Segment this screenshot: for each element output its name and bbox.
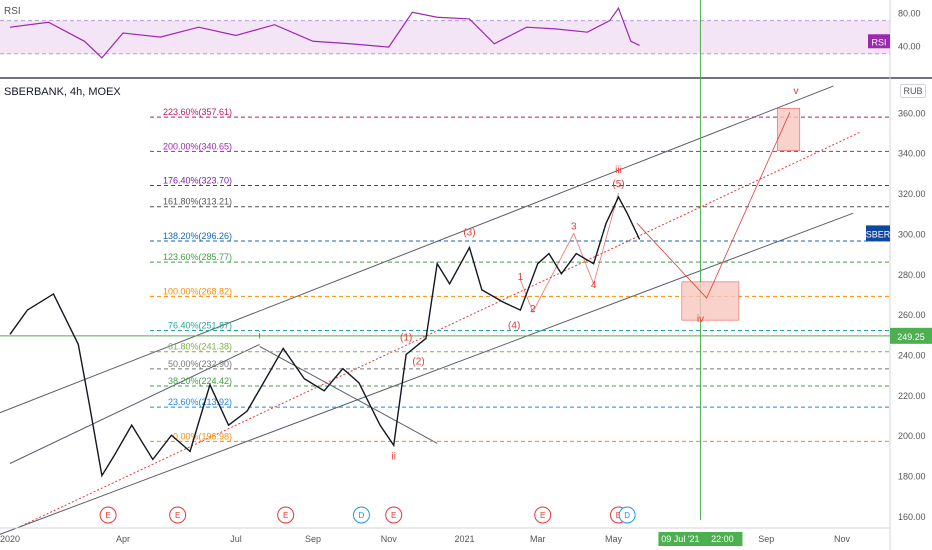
y-tick-label: 320.00 [898,189,926,199]
wave-label: (4) [508,320,520,331]
wave-label: i [258,330,260,341]
fib-level-label: 76.40%(251.87) [168,321,232,331]
event-label: E [616,511,621,520]
trend-line [9,343,260,464]
wave-label: v [794,86,799,97]
event-label: E [283,511,288,520]
wave-label: iv [697,314,704,325]
wave-label: 3 [571,221,577,232]
fib-level-label: 38.20%(224.42) [168,376,232,386]
wave-label: 1 [518,272,524,283]
rsi-tag-text: RSI [871,37,886,47]
currency-badge[interactable]: RUB [900,84,926,98]
event-label: D [624,511,630,520]
event-label: E [175,511,180,520]
x-tick-label: Nov [834,534,851,544]
x-tick-label: Apr [116,534,130,544]
dividend-marker[interactable] [352,506,370,524]
fib-level-label: 61.80%(241.38) [168,342,232,352]
wave-label: ii [391,451,395,462]
x-tick-label: Sep [758,534,774,544]
chart-title: SBERBANK, 4h, MOEX [4,86,121,98]
wave-path [520,192,619,314]
rsi-tick-40: 40.00 [898,41,921,51]
y-tick-label: 220.00 [898,391,926,401]
rsi-tick-80: 80.00 [898,8,921,18]
fib-level-label: 200.00%(340.65) [163,141,232,151]
rsi-line [9,6,640,59]
channel-line [0,212,854,535]
dividend-marker[interactable] [618,506,636,524]
y-tick-label: 280.00 [898,270,926,280]
earnings-marker[interactable] [277,506,295,524]
y-tick-label: 240.00 [898,350,926,360]
y-tick-label: 200.00 [898,431,926,441]
fib-level-label: 0.00%(196.98) [173,431,232,441]
x-tick-label: Sep [305,534,321,544]
wave-label: 2 [530,304,536,315]
x-tick-label: 2021 [454,534,474,544]
wave-label: 4 [591,280,597,291]
price-tag-text: 249.25 [897,332,925,342]
rsi-pane-label: RSI [4,6,21,17]
event-label: E [391,511,396,520]
rsi-band [0,20,890,54]
fib-level-label: 161.80%(313.21) [163,197,232,207]
rsi-tag [868,34,890,49]
x-tick-label: May [605,534,623,544]
event-label: D [359,511,365,520]
fib-level-label: 138.20%(296.26) [163,231,232,241]
wave-label: (3) [463,227,475,238]
wave-label: (2) [412,357,424,368]
fib-level-label: 223.60%(357.61) [163,107,232,117]
x-tick-label: 2020 [0,534,20,544]
y-tick-label: 180.00 [898,472,926,482]
earnings-marker[interactable] [99,506,117,524]
channel-line [0,85,834,414]
x-tick-label: Mar [530,534,546,544]
channel-line [20,132,860,527]
price-line [9,195,641,478]
x-tick-label: Nov [381,534,398,544]
trend-line [259,345,438,444]
wave-label: (1) [400,332,412,343]
y-tick-label: 160.00 [898,512,926,522]
symbol-tag [866,225,890,242]
price-tag [890,327,932,344]
event-label: E [540,511,545,520]
target-box-v [777,107,801,151]
fib-level-label: 23.60%(213.92) [168,397,232,407]
fib-level-label: 50.00%(232.90) [168,359,232,369]
y-tick-label: 300.00 [898,229,926,239]
projection-path [636,112,791,299]
date-tag-text: 09 Jul '21 [661,534,699,544]
date-tag [658,532,743,546]
y-tick-label: 360.00 [898,108,926,118]
earnings-marker[interactable] [169,506,187,524]
time-tag-text: 22:00 [711,534,734,544]
earnings-marker[interactable] [385,506,403,524]
target-box-iv [681,281,740,321]
fib-level-label: 176.40%(323.70) [163,176,232,186]
wave-label: (5) [612,179,624,190]
fib-level-label: 100.00%(268.82) [163,286,232,296]
wave-label: iii [615,165,622,176]
y-tick-label: 340.00 [898,149,926,159]
x-tick-label: Jul [230,534,242,544]
y-tick-label: 260.00 [898,310,926,320]
event-label: E [105,511,110,520]
symbol-tag-text: SBER [866,229,891,239]
earnings-marker[interactable] [534,506,552,524]
fib-level-label: 123.60%(285.77) [163,252,232,262]
